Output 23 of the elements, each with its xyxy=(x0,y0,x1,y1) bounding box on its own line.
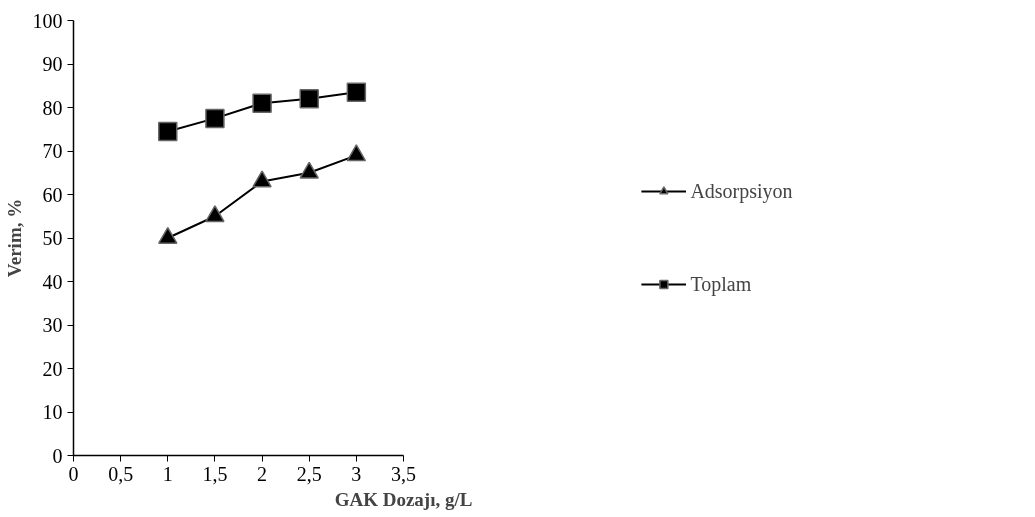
y-tick-label: 50 xyxy=(42,227,63,249)
x-tick-label: 1,5 xyxy=(202,462,228,485)
y-tick-label: 80 xyxy=(42,96,63,119)
y-tick-label: 90 xyxy=(42,53,63,75)
x-axis-title: GAK Dozajı, g/L xyxy=(334,488,473,510)
x-tick-label: 3,5 xyxy=(391,462,416,485)
y-tick-label: 20 xyxy=(42,357,63,380)
legend-label: Toplam xyxy=(690,272,752,296)
x-tick-label: 2 xyxy=(257,462,268,485)
x-tick-label: 2,5 xyxy=(296,462,322,485)
x-tick-label: 0 xyxy=(68,462,79,485)
x-tick-label: 3 xyxy=(351,462,362,485)
y-tick-label: 70 xyxy=(42,140,63,162)
y-tick-label: 100 xyxy=(32,9,63,32)
y-tick-label: 60 xyxy=(42,183,63,206)
legend-label: Adsorpsiyon xyxy=(690,179,793,203)
y-axis-title: Verim, % xyxy=(3,198,25,278)
y-tick-label: 0 xyxy=(52,444,63,467)
x-tick-label: 0,5 xyxy=(108,462,134,485)
y-tick-label: 10 xyxy=(42,401,63,423)
y-tick-label: 40 xyxy=(42,270,63,293)
y-tick-label: 30 xyxy=(42,314,63,336)
x-tick-label: 1 xyxy=(162,462,173,485)
